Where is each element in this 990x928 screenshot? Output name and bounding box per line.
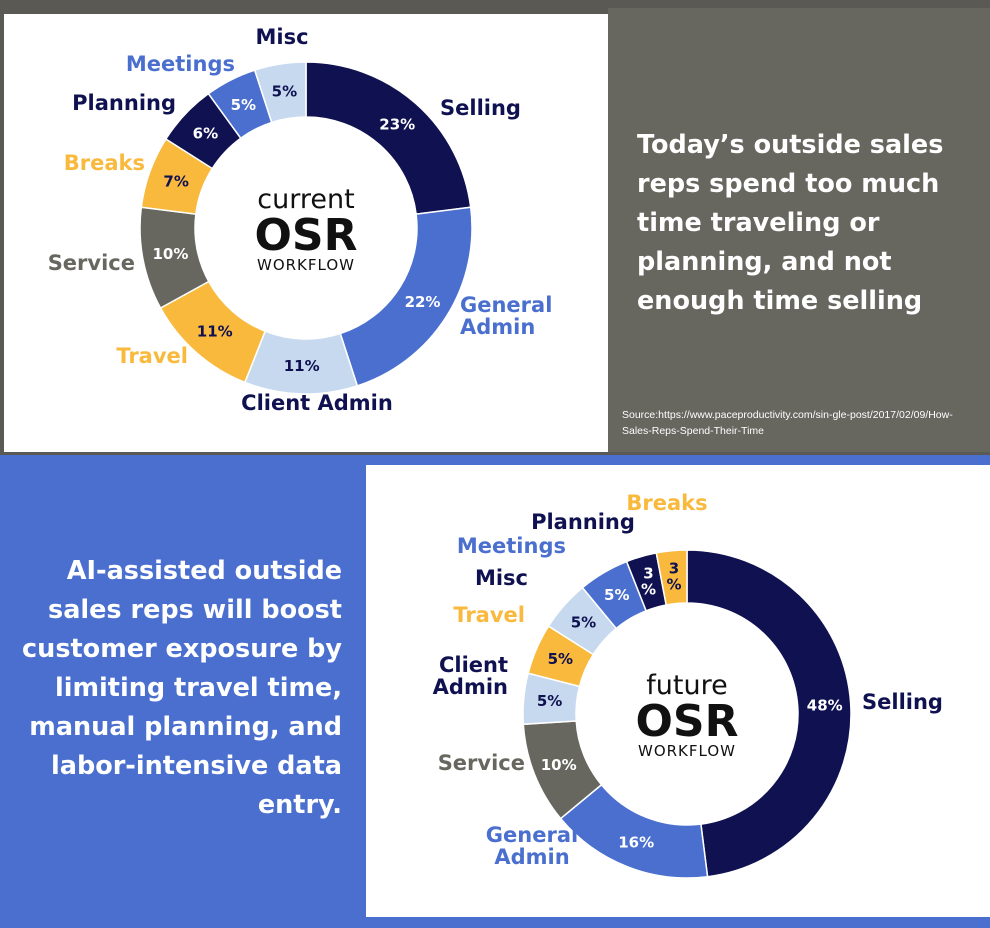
center-title-line3: WORKFLOW (638, 742, 736, 760)
category-label-planning: Planning (72, 91, 176, 115)
future-donut-chart: 48% Selling 16% General Admin 10% Service 5% Cli… (433, 491, 943, 879)
category-label-service: Service (438, 751, 525, 775)
value-label-travel: 11% (197, 323, 233, 341)
category-label-client-admin: Client Admin (241, 391, 393, 415)
value-label-selling: 48% (807, 696, 843, 714)
center-title-line2: OSR (636, 696, 739, 747)
slice-selling (686, 549, 852, 878)
future-headline: AI-assisted outside sales reps will boos… (22, 556, 342, 820)
value-label-client-admin: 11% (284, 357, 320, 375)
category-label-meetings: Meetings (457, 534, 566, 558)
center-title-line1: current (257, 184, 354, 215)
current-donut-chart: 23% Selling 22% General Admin 11% Client Admin… (48, 25, 553, 415)
category-label-service: Service (48, 251, 135, 275)
center-title-line1: future (646, 670, 727, 701)
category-label-meetings: Meetings (126, 52, 235, 76)
category-label-selling: Selling (440, 96, 521, 120)
category-label-breaks: Breaks (64, 151, 145, 175)
center-title-line2: OSR (255, 210, 358, 261)
value-label-breaks: 7% (163, 172, 188, 190)
source-citation: Source:https://www.paceproductivity.com/… (622, 409, 953, 437)
category-label-misc: Misc (255, 25, 308, 49)
value-label-service: 10% (541, 756, 577, 774)
value-label-misc: 5% (272, 83, 297, 101)
category-label-general-admin: General Admin (460, 293, 552, 339)
category-label-travel: Travel (453, 603, 525, 627)
slice-misc (253, 61, 307, 124)
slice-breaks (655, 549, 688, 606)
value-label-travel: 5% (548, 650, 573, 668)
value-label-planning: 6% (193, 125, 218, 143)
center-title-line3: WORKFLOW (257, 256, 355, 274)
value-label-client-admin: 5% (537, 692, 562, 710)
value-label-meetings: 5% (231, 96, 256, 114)
value-label-meetings: 5% (604, 586, 629, 604)
category-label-client-admin: Client Admin (433, 653, 508, 699)
value-label-selling: 23% (379, 115, 415, 133)
category-label-selling: Selling (862, 690, 943, 714)
value-label-misc: 5% (571, 614, 596, 632)
category-label-travel: Travel (116, 344, 188, 368)
category-label-planning: Planning (531, 510, 635, 534)
value-label-breaks: 3% (666, 560, 681, 594)
category-label-breaks: Breaks (626, 491, 707, 515)
value-label-planning: 3% (641, 564, 656, 598)
current-text-panel (608, 8, 990, 452)
value-label-general-admin: 22% (405, 293, 441, 311)
category-label-general-admin: General Admin (486, 823, 578, 869)
value-label-service: 10% (152, 245, 188, 263)
category-label-misc: Misc (475, 566, 528, 590)
current-headline: Today’s outside sales reps spend too muc… (637, 130, 944, 316)
value-label-general-admin: 16% (618, 833, 654, 851)
